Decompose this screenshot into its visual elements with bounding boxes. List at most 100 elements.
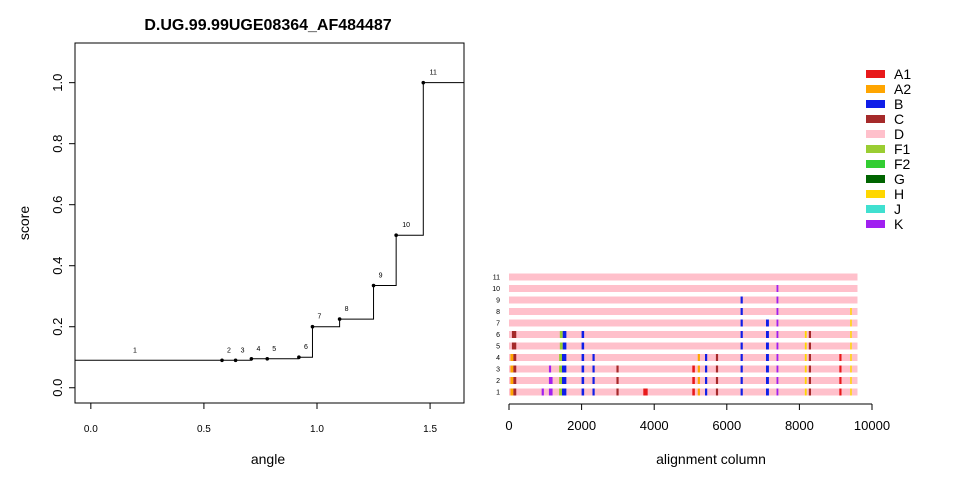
track-segment [839,377,842,384]
track-segment [592,377,595,384]
point-label: 7 [318,314,322,321]
track-segment [705,354,708,361]
track-bar [509,354,858,361]
track-segment [740,342,743,350]
track-segment [715,377,719,384]
track-segment [850,308,852,315]
track-segment [839,365,842,373]
legend-label: K [894,216,904,232]
track-segment [715,388,719,396]
track-segment [513,377,517,384]
legend-label: J [894,201,901,217]
x-tick-label: 4000 [640,418,669,433]
track-segment [850,331,852,338]
track-bar [509,319,858,327]
track-segment [692,377,695,384]
track-segment [808,342,812,350]
track-label: 11 [493,275,500,282]
y-axis-label: score [16,206,32,240]
track-segment [548,377,553,384]
track-segment [839,354,842,361]
score-points: 1 2 3 4 5 6 7 8 9 10 11 [133,70,437,363]
track-segment [616,388,619,396]
score-point [233,358,238,363]
track-segment [513,388,517,396]
track-label: 6 [496,332,500,339]
track-segment [561,354,567,361]
track-segment [705,365,708,373]
track-segment [616,377,619,384]
x-tick-label: 0.0 [84,424,98,435]
point-label: 4 [256,346,260,353]
track-segment [697,377,700,384]
track-segment [776,365,779,373]
track-bar [509,388,858,396]
y-tick-label: 0.2 [50,318,65,336]
track-label: 8 [496,309,500,316]
track-segment [581,388,585,396]
x-axis: 0.0 0.5 1.0 1.5 [84,403,437,435]
legend-swatch [866,175,885,183]
track-segment [581,331,585,338]
legend-swatch [866,220,885,228]
track-segment [740,296,743,304]
track-segment [559,331,563,338]
score-point [371,283,376,288]
track-segment [804,365,807,373]
track-segment [561,377,567,384]
legend-label: D [894,126,904,142]
legend-label: F2 [894,156,911,172]
track-segment [804,377,807,384]
track-segment [766,319,769,327]
track-segment [562,331,567,338]
chart-title: D.UG.99.99UGE08364_AF484487 [144,17,391,34]
track-segment [692,388,695,396]
track-bar [509,365,858,373]
track-segment [581,342,585,350]
track-segment [766,365,769,373]
score-point [220,358,224,363]
track-segment [766,354,769,361]
track-segment [559,377,562,384]
track-segment [643,388,648,396]
track-segment [808,388,812,396]
track-segment [548,365,552,373]
track-segment [766,377,769,384]
track-segment [808,377,812,384]
point-label: 8 [345,306,349,313]
x-tick-label: 2000 [567,418,596,433]
track-segment [804,388,807,396]
track-segment [776,319,779,327]
y-tick-label: 0.8 [50,135,65,153]
point-label: 3 [241,347,245,354]
legend-label: F1 [894,141,911,157]
x-axis-label: angle [251,451,285,467]
x-tick-label: 0.5 [197,424,211,435]
track-segment [740,354,743,361]
track-bar [509,285,858,292]
track-label: 10 [492,286,500,293]
track-segment [510,388,514,396]
track-segment [850,365,852,373]
legend-swatch [866,145,885,153]
x-tick-label: 6000 [712,418,741,433]
track-segment [715,365,719,373]
legend-swatch [866,160,885,168]
alignment-plot: 11 10 9 8 7 6 5 4 3 2 1 0 2000 4000 6000 8000 10000 ali… [492,66,911,467]
track-segment [510,365,514,373]
track-segment [581,354,585,361]
track-segment [511,331,517,338]
x-axis-label: alignment column [656,451,766,467]
y-tick-label: 0.0 [50,379,65,397]
track-segment [839,388,842,396]
track-labels: 11 10 9 8 7 6 5 4 3 2 1 [492,275,500,397]
track-segment [776,354,779,361]
track-segment [715,354,719,361]
y-tick-label: 1.0 [50,74,65,92]
score-point [421,80,426,85]
point-label: 6 [304,344,308,351]
legend-label: A1 [894,66,911,82]
track-segment [705,377,708,384]
